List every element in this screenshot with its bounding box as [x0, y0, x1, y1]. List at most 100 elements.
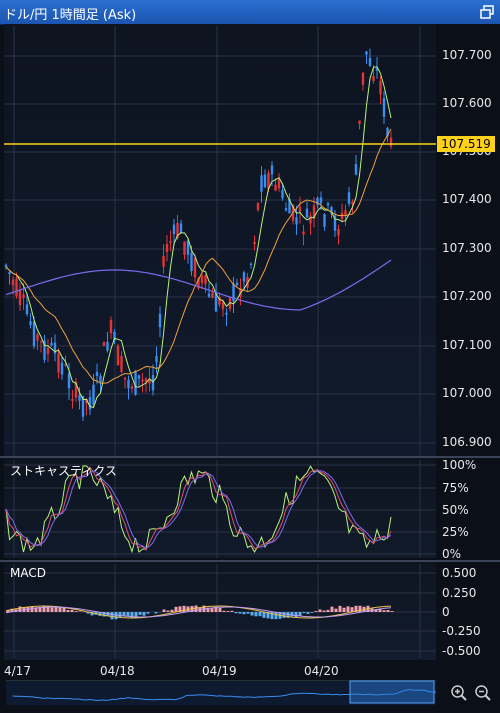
- candle-body: [284, 208, 288, 211]
- macd-histogram-bar: [306, 612, 310, 614]
- macd-histogram-bar: [102, 612, 106, 617]
- macd-histogram-bar: [26, 607, 30, 612]
- candle-body: [162, 256, 165, 267]
- candle-body: [267, 172, 270, 190]
- candle-body: [389, 137, 393, 147]
- macd-histogram-bar: [322, 610, 326, 612]
- candle-body: [190, 252, 193, 271]
- ma-short-line: [5, 66, 392, 409]
- current-price-badge: 107.519: [437, 136, 495, 152]
- candle-body: [60, 362, 64, 375]
- macd-histogram-bar: [154, 612, 158, 614]
- candle-body: [253, 241, 256, 245]
- macd-histogram-bar: [70, 609, 74, 612]
- macd-tick-label: -0.250: [442, 624, 481, 638]
- macd-histogram-bar: [178, 606, 182, 612]
- candle-body: [116, 345, 120, 366]
- macd-histogram-bar: [34, 607, 38, 612]
- candle-body: [242, 272, 246, 282]
- candle-body: [361, 72, 365, 85]
- zoom-out-icon[interactable]: [474, 684, 492, 702]
- macd-histogram-bar: [250, 612, 254, 616]
- stoch-tick-label: 50%: [442, 503, 469, 517]
- candle-body: [295, 217, 298, 225]
- candle-body: [32, 321, 36, 347]
- panel-divider[interactable]: [0, 456, 500, 458]
- macd-histogram-bar: [314, 611, 318, 612]
- macd-histogram-bar: [166, 610, 170, 612]
- candle-body: [365, 51, 368, 55]
- macd-histogram-bar: [318, 609, 322, 612]
- candle-body: [214, 293, 218, 312]
- macd-histogram-bar: [118, 612, 122, 618]
- macd-histogram-bar: [286, 612, 290, 618]
- macd-tick-label: -0.500: [442, 644, 481, 658]
- candle-body: [151, 375, 155, 391]
- candle-body: [25, 304, 29, 315]
- macd-histogram-bar: [90, 612, 94, 616]
- macd-histogram-bar: [386, 609, 390, 612]
- candle-body: [43, 340, 46, 360]
- candle-body: [148, 378, 151, 384]
- macd-histogram-bar: [338, 605, 342, 612]
- candle-body: [221, 302, 225, 310]
- candle-body: [326, 203, 330, 206]
- macd-histogram-bar: [46, 605, 50, 612]
- macd-histogram-bar: [162, 609, 166, 612]
- candle-body: [57, 353, 60, 373]
- macd-histogram-bar: [210, 608, 214, 612]
- candle-body: [312, 205, 316, 219]
- macd-histogram-bar: [390, 611, 394, 612]
- macd-histogram-bar: [86, 612, 90, 614]
- candle-body: [99, 375, 102, 383]
- stoch-tick-label: 25%: [442, 525, 469, 539]
- candle-body: [207, 293, 211, 297]
- candle-body: [288, 198, 291, 214]
- candle-body: [74, 381, 78, 398]
- candle-body: [120, 355, 123, 373]
- candle-body: [298, 206, 302, 212]
- candle-body: [249, 263, 253, 265]
- zoom-in-icon[interactable]: [450, 684, 468, 702]
- macd-histogram-bar: [358, 605, 362, 612]
- price-tick-label: 107.300: [442, 241, 492, 255]
- candle-body: [351, 201, 354, 205]
- candle-body: [134, 370, 137, 395]
- candle-body: [218, 296, 221, 305]
- candle-body: [281, 189, 284, 199]
- macd-histogram-bar: [122, 612, 126, 617]
- candle-body: [165, 244, 169, 252]
- stochastics-axis: [436, 458, 500, 560]
- macd-histogram-bar: [62, 607, 66, 612]
- candle-body: [144, 378, 148, 382]
- candle-body: [11, 279, 15, 286]
- candle-body: [22, 294, 25, 299]
- macd-histogram-bar: [234, 612, 238, 614]
- macd-histogram-bar: [214, 606, 218, 612]
- macd-histogram-bar: [258, 612, 262, 617]
- candle-body: [368, 57, 372, 67]
- candle-body: [95, 372, 99, 376]
- macd-histogram-bar: [238, 612, 242, 614]
- macd-histogram-bar: [350, 607, 354, 612]
- macd-histogram-bar: [10, 608, 14, 612]
- macd-tick-label: 0.250: [442, 586, 477, 600]
- macd-histogram-bar: [342, 607, 346, 612]
- macd-histogram-bar: [66, 609, 70, 612]
- macd-histogram-bar: [242, 612, 246, 615]
- macd-histogram-bar: [138, 612, 142, 615]
- candle-body: [64, 364, 67, 366]
- panel-divider[interactable]: [0, 560, 500, 562]
- candle-body: [85, 398, 88, 404]
- ma-mid-line: [5, 128, 392, 384]
- candle-body: [158, 313, 162, 328]
- candle-body: [8, 272, 11, 274]
- price-tick-label: 107.200: [442, 289, 492, 303]
- restore-window-icon[interactable]: [480, 5, 494, 19]
- macd-histogram-bar: [382, 610, 386, 612]
- candle-body: [225, 312, 228, 315]
- navigator-track[interactable]: [6, 680, 436, 705]
- macd-histogram-bar: [346, 606, 350, 612]
- macd-histogram-bar: [58, 607, 62, 612]
- candle-body: [309, 215, 312, 224]
